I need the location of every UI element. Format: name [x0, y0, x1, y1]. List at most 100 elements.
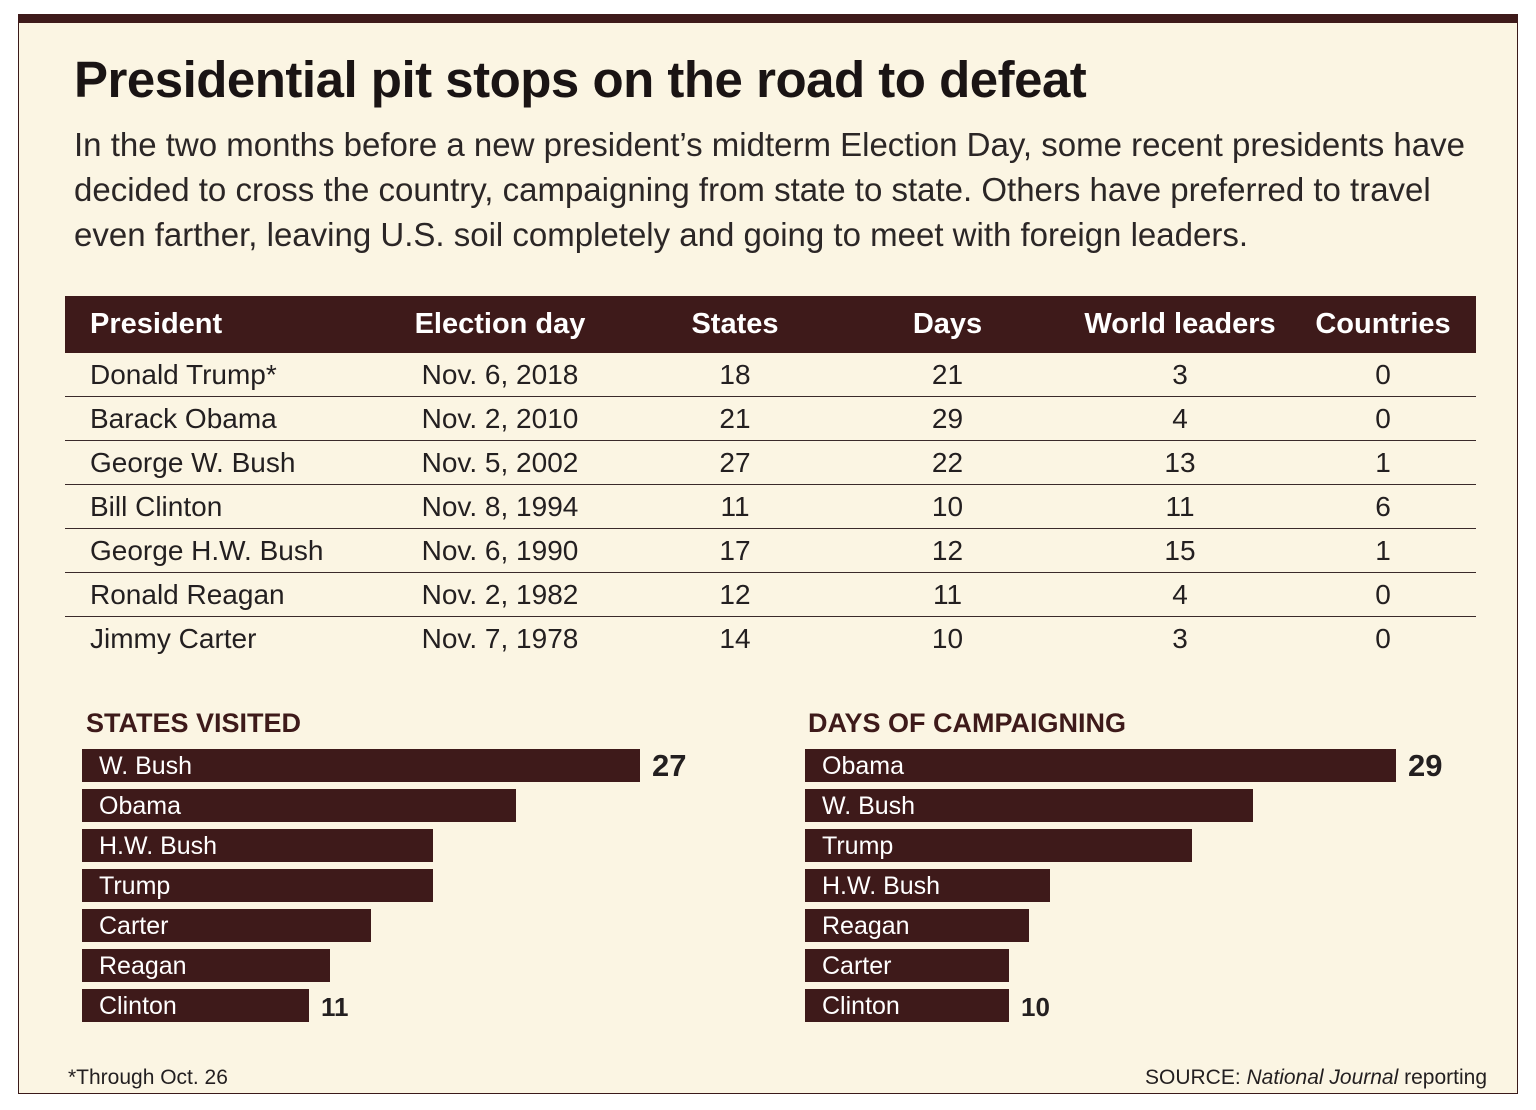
cell-world-leaders: 13 — [1070, 440, 1290, 485]
bar-value-label: 11 — [321, 992, 349, 1022]
cell-countries: 0 — [1290, 353, 1476, 397]
bar-category-label: Trump — [822, 832, 893, 860]
col-header-president: President — [65, 296, 355, 353]
bar-h-w-bush — [82, 829, 433, 862]
cell-states: 12 — [645, 572, 825, 617]
bar-trump — [82, 869, 433, 902]
cell-days: 29 — [825, 396, 1070, 441]
bar-obama — [805, 749, 1396, 782]
cell-president: Barack Obama — [65, 396, 355, 441]
bar-w-bush — [805, 789, 1253, 822]
col-header-countries: Countries — [1290, 296, 1476, 353]
bar-category-label: Reagan — [822, 912, 910, 940]
cell-election-day: Nov. 2, 2010 — [355, 396, 645, 441]
cell-states: 14 — [719, 622, 751, 654]
cell-president: George W. Bush — [65, 440, 355, 485]
table-row: George W. Bush Nov. 5, 2002 27 22 13 1 — [65, 440, 1476, 485]
cell-president: Donald Trump* — [65, 353, 355, 397]
bar-category-label: Reagan — [99, 952, 187, 980]
cell-days: 11 — [825, 572, 1070, 617]
bar-value-label: 10 — [1021, 992, 1050, 1022]
source-credit: SOURCE: National Journal reporting — [1145, 1066, 1487, 1090]
cell-world-leaders: 15 — [1070, 528, 1290, 573]
cell-election-day: Nov. 6, 1990 — [355, 528, 645, 573]
cell-states: 21 — [645, 396, 825, 441]
cell-states: 17 — [645, 528, 825, 573]
bar-category-label: Clinton — [822, 992, 900, 1020]
cell-days: 12 — [825, 528, 1070, 573]
col-header-election-day: Election day — [355, 296, 645, 353]
source-publication: National Journal — [1246, 1066, 1399, 1089]
bar-category-label: H.W. Bush — [822, 872, 940, 900]
bar-obama — [82, 789, 516, 822]
table-row: Barack Obama Nov. 2, 2010 21 29 4 0 — [65, 396, 1476, 441]
cell-world-leaders: 3 — [1172, 622, 1188, 654]
cell-election-day: Nov. 7, 1978 — [421, 622, 579, 654]
bar-category-label: W. Bush — [99, 752, 192, 780]
bar-category-label: Obama — [99, 792, 181, 820]
cell-election-day: Nov. 2, 1982 — [355, 572, 645, 617]
bar-category-label: Clinton — [99, 992, 177, 1020]
bar-category-label: Trump — [99, 872, 170, 900]
source-suffix: reporting — [1398, 1066, 1487, 1089]
cell-president: Bill Clinton — [65, 484, 355, 529]
cell-president: Jimmy Carter — [90, 622, 257, 654]
cell-president: Ronald Reagan — [65, 572, 355, 617]
chart-title-days-campaigning: DAYS OF CAMPAIGNING — [808, 708, 1127, 738]
cell-days: 10 — [825, 484, 1070, 529]
bar-carter — [82, 909, 371, 942]
table-row: Donald Trump* Nov. 6, 2018 18 21 3 0 — [65, 353, 1476, 397]
col-header-world-leaders: World leaders — [1070, 296, 1290, 353]
states-visited-bar-chart: W. Bush 27 Obama H.W. Bush Trump Carter Reagan… — [82, 748, 686, 1022]
intro-text: In the two months before a new president… — [74, 126, 1465, 253]
cell-world-leaders: 11 — [1070, 484, 1290, 529]
cell-states: 18 — [645, 353, 825, 397]
cell-states: 11 — [645, 484, 825, 529]
table-header: President Election day States Days World… — [65, 296, 1476, 353]
bar-carter — [805, 949, 1009, 982]
bar-clinton — [805, 989, 1009, 1022]
president-travel-table: President Election day States Days World… — [65, 296, 1476, 660]
top-accent-band — [18, 14, 1518, 23]
bar-reagan — [82, 949, 330, 982]
cell-countries: 0 — [1290, 396, 1476, 441]
cell-world-leaders: 3 — [1070, 353, 1290, 397]
bar-category-label: Carter — [822, 952, 891, 980]
page-title: Presidential pit stops on the road to de… — [74, 51, 1087, 108]
bar-category-label: W. Bush — [822, 792, 915, 820]
bar-category-label: Obama — [822, 752, 904, 780]
bar-w-bush — [82, 749, 640, 782]
bar-value-label: 29 — [1408, 748, 1442, 783]
cell-election-day: Nov. 8, 1994 — [355, 484, 645, 529]
cell-states: 27 — [645, 440, 825, 485]
cell-world-leaders: 4 — [1070, 572, 1290, 617]
cell-election-day: Nov. 5, 2002 — [355, 440, 645, 485]
bar-reagan — [805, 909, 1029, 942]
bar-category-label: H.W. Bush — [99, 832, 217, 860]
cell-countries: 1 — [1290, 440, 1476, 485]
bar-h-w-bush — [805, 869, 1050, 902]
cell-countries: 0 — [1290, 572, 1476, 617]
bar-category-label: Carter — [99, 912, 168, 940]
footnote: *Through Oct. 26 — [68, 1066, 228, 1089]
cell-days: 10 — [931, 622, 964, 654]
cell-days: 22 — [825, 440, 1070, 485]
table-row: George H.W. Bush Nov. 6, 1990 17 12 15 1 — [65, 528, 1476, 573]
days-campaigning-bar-chart: Obama 29 W. Bush Trump H.W. Bush Reagan Carter… — [805, 748, 1442, 1022]
cell-world-leaders: 4 — [1070, 396, 1290, 441]
source-prefix: SOURCE: — [1145, 1066, 1247, 1089]
cell-countries: 0 — [1375, 622, 1391, 654]
bar-trump — [805, 829, 1192, 862]
cell-election-day: Nov. 6, 2018 — [355, 353, 645, 397]
cell-countries: 1 — [1290, 528, 1476, 573]
bar-value-label: 27 — [652, 748, 686, 783]
bar-clinton — [82, 989, 309, 1022]
table-row: Bill Clinton Nov. 8, 1994 11 10 11 6 — [65, 484, 1476, 529]
table-row: Ronald Reagan Nov. 2, 1982 12 11 4 0 — [65, 572, 1476, 617]
col-header-states: States — [645, 296, 825, 353]
col-header-days: Days — [825, 296, 1070, 353]
cell-countries: 6 — [1290, 484, 1476, 529]
cell-days: 21 — [825, 353, 1070, 397]
cell-president: George H.W. Bush — [65, 528, 355, 573]
chart-title-states-visited: STATES VISITED — [86, 708, 302, 738]
